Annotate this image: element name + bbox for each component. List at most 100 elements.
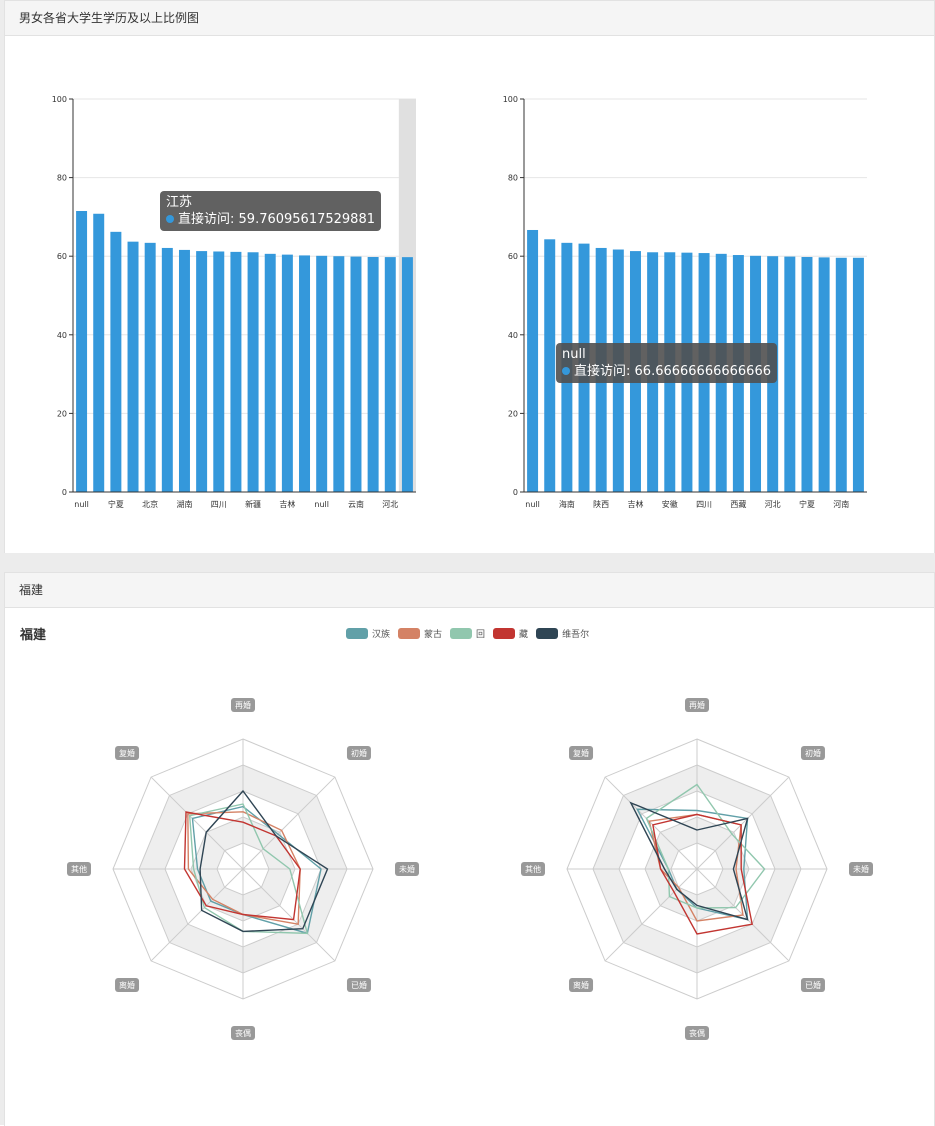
y-tick-label: 0 xyxy=(62,488,67,497)
bar xyxy=(76,211,88,492)
x-tick-label: 北京 xyxy=(142,499,158,509)
bar xyxy=(316,255,328,492)
bar xyxy=(333,256,345,492)
indicator-label: 再婚 xyxy=(235,700,251,710)
y-tick-label: 40 xyxy=(508,331,518,340)
legend-item[interactable]: 藏 xyxy=(493,627,528,640)
legend-label: 藏 xyxy=(519,629,529,640)
legend-swatch xyxy=(450,627,473,639)
radar-axis xyxy=(242,776,336,870)
bar xyxy=(544,239,556,492)
x-tick-label: 新疆 xyxy=(245,499,261,509)
radar-axis xyxy=(150,776,244,870)
legend-label: 维吾尔 xyxy=(562,629,590,640)
radar-legend[interactable]: 汉族 蒙古 回 藏 维吾尔 xyxy=(346,626,597,640)
indicator-label: 丧偶 xyxy=(689,1028,705,1038)
series-dot-icon xyxy=(166,215,174,223)
legend-item[interactable]: 回 xyxy=(450,627,485,640)
bar xyxy=(144,242,156,492)
legend-item[interactable]: 维吾尔 xyxy=(536,627,589,640)
indicator-badge xyxy=(685,1026,709,1040)
x-tick-label: null xyxy=(74,500,89,509)
indicator-badge xyxy=(67,862,91,876)
indicator-badge xyxy=(346,746,371,761)
bar xyxy=(178,249,190,492)
legend-swatch xyxy=(493,627,516,639)
indicator-label: 复婚 xyxy=(119,748,135,758)
indicator-label: 复婚 xyxy=(573,748,589,758)
x-tick-label: 河北 xyxy=(382,499,398,509)
indicator-badge xyxy=(115,746,140,761)
y-tick-label: 40 xyxy=(57,331,67,340)
legend-label: 回 xyxy=(476,629,486,640)
panel-gap xyxy=(4,553,935,572)
indicator-label: 再婚 xyxy=(689,700,705,710)
panel-title: 福建 xyxy=(5,573,934,608)
indicator-label: 未婚 xyxy=(399,864,415,874)
legend-item[interactable]: 汉族 xyxy=(346,627,390,640)
x-tick-label: 云南 xyxy=(348,499,364,509)
y-tick-label: 100 xyxy=(503,95,518,104)
bar-tooltip: 江苏 直接访问: 59.76095617529881 xyxy=(160,191,381,231)
bar xyxy=(367,256,379,492)
y-tick-label: 60 xyxy=(508,252,518,261)
indicator-label: 初婚 xyxy=(351,748,367,758)
indicator-badge xyxy=(569,746,594,761)
tooltip-series: 直接访问 xyxy=(574,364,627,379)
bar xyxy=(527,229,539,493)
x-tick-label: 四川 xyxy=(696,500,712,509)
radar-axis xyxy=(150,868,244,962)
y-tick-label: 20 xyxy=(57,409,67,418)
indicator-label: 离婚 xyxy=(573,980,589,990)
tooltip-value: 66.66666666666666 xyxy=(634,364,771,379)
radar-axis xyxy=(604,776,698,870)
bar xyxy=(818,257,830,492)
y-tick-label: 60 xyxy=(57,252,67,261)
bar xyxy=(247,252,259,492)
bar xyxy=(401,257,413,492)
legend-swatch xyxy=(398,627,421,639)
indicator-label: 初婚 xyxy=(805,748,821,758)
bar xyxy=(350,256,362,492)
indicator-badge xyxy=(849,862,873,876)
bar xyxy=(93,213,105,493)
panel-title: 男女各省大学生学历及以上比例图 xyxy=(5,1,934,36)
bar xyxy=(230,251,242,492)
radar-series xyxy=(199,789,329,933)
indicator-badge xyxy=(521,862,545,876)
legend-swatch xyxy=(346,627,368,639)
x-tick-label: 西藏 xyxy=(730,499,746,509)
x-tick-label: 陕西 xyxy=(593,499,609,509)
bar xyxy=(281,254,293,492)
bar xyxy=(161,247,173,492)
bar xyxy=(196,251,208,492)
legend-swatch xyxy=(536,627,559,639)
indicator-badge xyxy=(395,862,419,876)
indicator-badge xyxy=(800,977,825,992)
radar-axis xyxy=(242,868,336,962)
bar-chart-1: 0 20 40 60 80 100 null 海南 陕西 吉林 安徽 四川 西藏 河北 宁夏 河南 xyxy=(503,95,867,509)
bar xyxy=(835,257,847,492)
indicator-label: 未婚 xyxy=(853,864,869,874)
bar xyxy=(299,255,311,492)
bar-panel: 男女各省大学生学历及以上比例图 xyxy=(4,0,935,554)
tooltip-value: 59.76095617529881 xyxy=(238,212,375,227)
tooltip-series: 直接访问 xyxy=(178,212,231,227)
indicator-label: 离婚 xyxy=(119,980,135,990)
x-tick-label: 吉林 xyxy=(627,499,643,509)
indicator-label: 其他 xyxy=(71,864,87,874)
indicator-label: 已婚 xyxy=(805,980,821,990)
indicator-label: 已婚 xyxy=(351,980,367,990)
indicator-badge xyxy=(346,977,371,992)
y-tick-label: 100 xyxy=(52,95,67,104)
left-edge xyxy=(0,0,4,1125)
tooltip-name: null xyxy=(562,347,586,362)
x-tick-label: 安徽 xyxy=(662,499,678,509)
legend-item[interactable]: 蒙古 xyxy=(398,627,442,640)
x-tick-label: 吉林 xyxy=(279,499,295,509)
tooltip-name: 江苏 xyxy=(166,195,193,210)
x-tick-label: 宁夏 xyxy=(108,499,124,509)
y-tick-label: 0 xyxy=(513,488,518,497)
x-tick-label: 宁夏 xyxy=(799,499,815,509)
